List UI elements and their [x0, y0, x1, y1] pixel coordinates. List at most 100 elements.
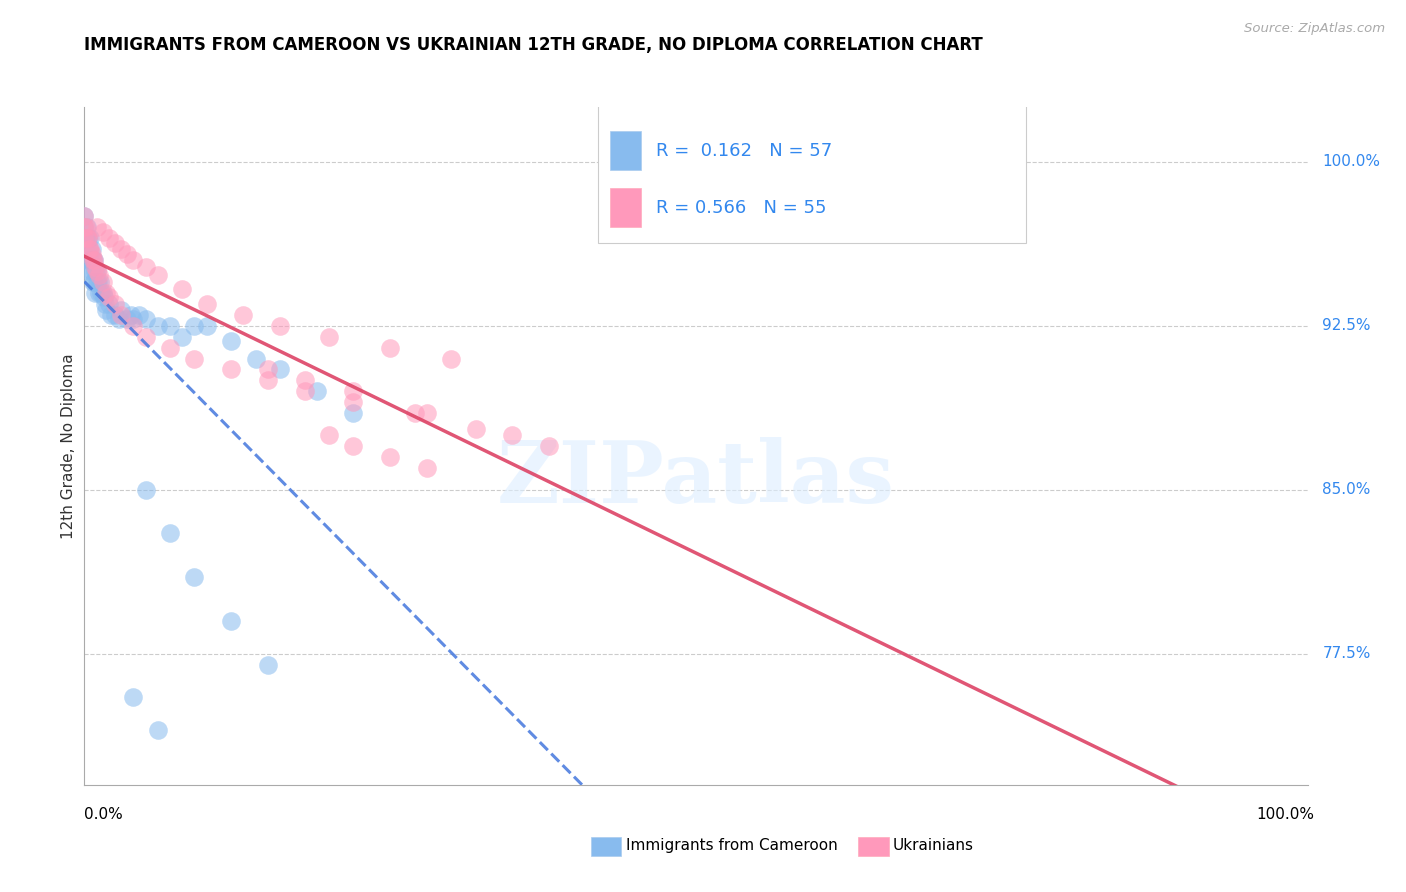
Point — [135, 483, 157, 497]
Point — [73, 220, 96, 235]
Point — [135, 312, 157, 326]
Point — [104, 297, 127, 311]
Point — [294, 373, 316, 387]
Point — [122, 312, 145, 326]
Point — [122, 253, 145, 268]
Point — [86, 264, 108, 278]
Point — [86, 264, 108, 278]
Point — [97, 290, 120, 304]
Point — [342, 395, 364, 409]
Text: Ukrainians: Ukrainians — [893, 838, 974, 853]
Point — [404, 406, 426, 420]
Point — [96, 285, 118, 300]
Point — [135, 329, 157, 343]
Point — [115, 312, 138, 326]
Point — [104, 235, 127, 250]
Point — [380, 341, 402, 355]
Point — [91, 225, 114, 239]
Text: 100.0%: 100.0% — [1257, 807, 1315, 822]
Point — [77, 231, 100, 245]
Point — [440, 351, 463, 366]
Point — [183, 570, 205, 584]
Point — [83, 253, 105, 268]
Point — [318, 428, 340, 442]
Point — [122, 690, 145, 705]
Point — [79, 253, 101, 268]
Point — [100, 308, 122, 322]
Point — [75, 231, 97, 245]
Point — [110, 242, 132, 256]
Point — [82, 253, 104, 268]
Point — [79, 242, 101, 256]
Point — [342, 406, 364, 420]
Point — [76, 220, 98, 235]
Text: Source: ZipAtlas.com: Source: ZipAtlas.com — [1244, 22, 1385, 36]
Point — [77, 242, 100, 256]
Point — [269, 362, 291, 376]
Point — [128, 308, 150, 322]
Point — [195, 297, 218, 311]
Point — [115, 246, 138, 260]
Text: 0.0%: 0.0% — [84, 807, 124, 822]
Point — [110, 308, 132, 322]
Point — [77, 264, 100, 278]
Point — [342, 439, 364, 453]
Text: IMMIGRANTS FROM CAMEROON VS UKRAINIAN 12TH GRADE, NO DIPLOMA CORRELATION CHART: IMMIGRANTS FROM CAMEROON VS UKRAINIAN 12… — [84, 36, 983, 54]
Point — [122, 318, 145, 333]
Point — [416, 461, 439, 475]
Text: 77.5%: 77.5% — [1322, 646, 1371, 661]
Point — [538, 439, 561, 453]
Point — [219, 614, 242, 628]
Point — [87, 268, 110, 283]
Point — [342, 384, 364, 399]
Point — [146, 723, 169, 738]
Point — [146, 318, 169, 333]
Point — [73, 231, 96, 245]
Point — [172, 281, 194, 295]
Point — [77, 242, 100, 256]
Point — [86, 275, 108, 289]
Text: R = 0.566   N = 55: R = 0.566 N = 55 — [655, 199, 827, 217]
Text: 92.5%: 92.5% — [1322, 318, 1371, 334]
Point — [135, 260, 157, 274]
Point — [86, 220, 108, 235]
Point — [464, 421, 486, 435]
Point — [89, 275, 111, 289]
Text: 100.0%: 100.0% — [1322, 154, 1381, 169]
FancyBboxPatch shape — [610, 131, 641, 170]
Point — [82, 275, 104, 289]
Point — [257, 373, 280, 387]
Point — [73, 220, 96, 235]
Point — [73, 210, 96, 224]
Point — [159, 318, 181, 333]
Point — [501, 428, 523, 442]
Point — [75, 242, 97, 256]
Point — [318, 329, 340, 343]
Point — [87, 275, 110, 289]
Point — [84, 260, 107, 274]
Point — [97, 297, 120, 311]
Point — [110, 303, 132, 318]
Point — [416, 406, 439, 420]
Point — [80, 264, 103, 278]
Point — [245, 351, 267, 366]
Point — [87, 285, 110, 300]
Point — [80, 242, 103, 256]
Point — [82, 253, 104, 268]
Point — [159, 341, 181, 355]
Point — [104, 308, 127, 322]
Point — [79, 231, 101, 245]
Point — [91, 285, 114, 300]
Y-axis label: 12th Grade, No Diploma: 12th Grade, No Diploma — [60, 353, 76, 539]
Point — [380, 450, 402, 464]
Point — [97, 231, 120, 245]
Point — [107, 312, 129, 326]
Point — [257, 657, 280, 672]
Text: 85.0%: 85.0% — [1322, 483, 1371, 497]
Text: ZIPatlas: ZIPatlas — [496, 437, 896, 521]
Point — [294, 384, 316, 399]
Point — [83, 275, 105, 289]
Point — [76, 242, 98, 256]
Point — [257, 362, 280, 376]
Point — [77, 253, 100, 268]
